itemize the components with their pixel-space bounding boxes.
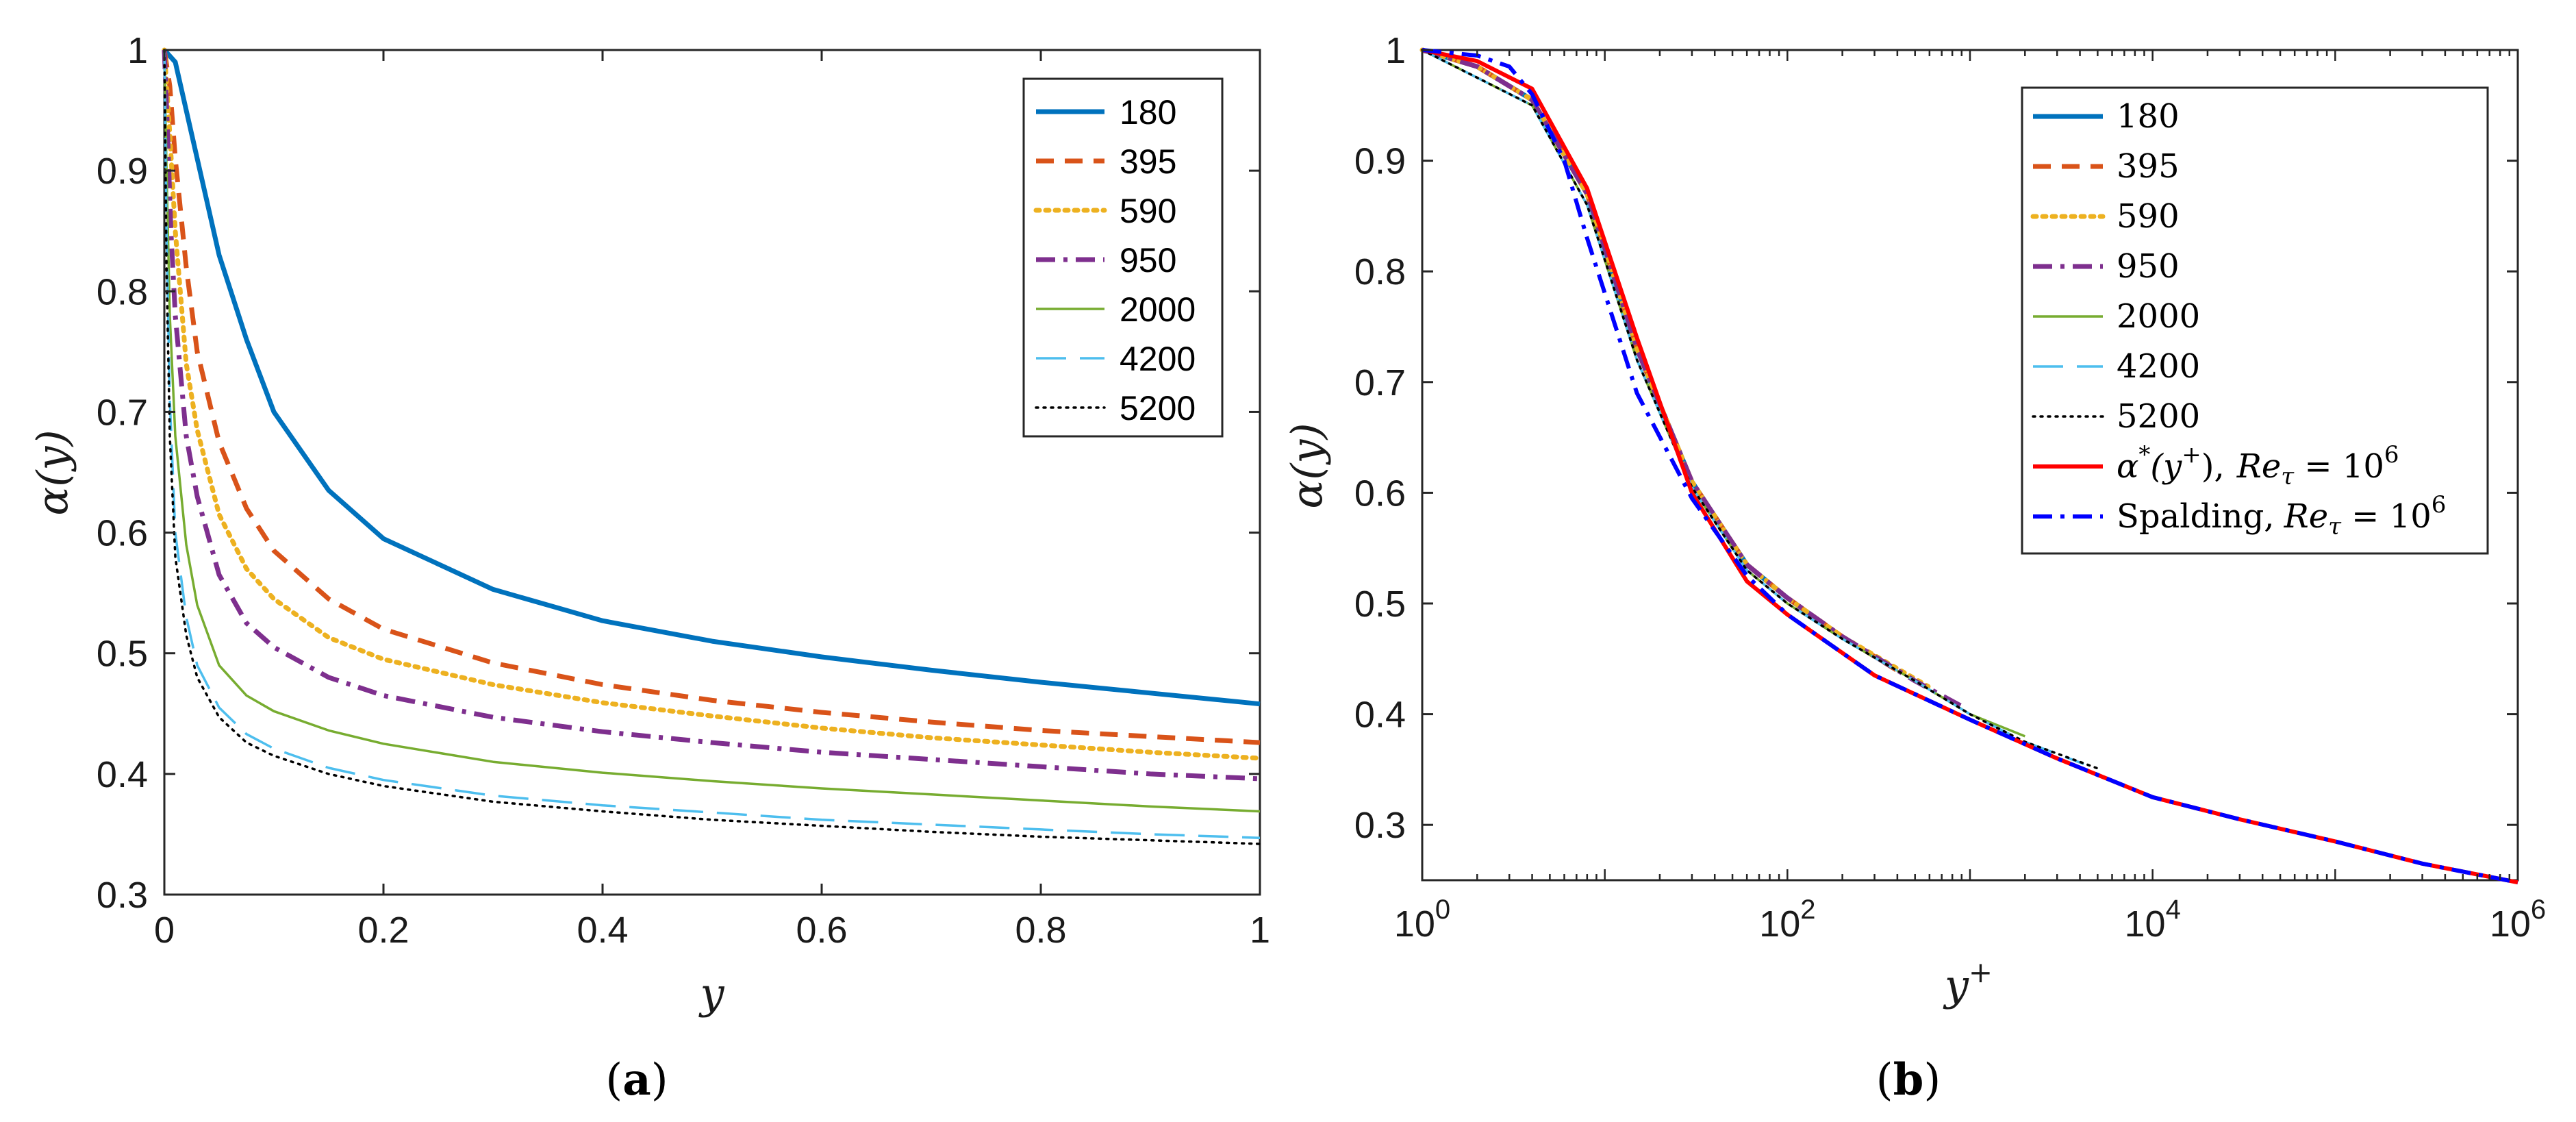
- legend-label-a: 950: [1120, 241, 1176, 279]
- series-line-a-180: [162, 48, 1261, 707]
- legend-label-b: α*(y+), Reτ = 106: [2117, 441, 2399, 490]
- chart-panel-a: 0 0.2 0.4 0.6 0.8 1 0.3 0.4 0.5 0.6 0.7 0.8 0.9 1 y α…: [27, 30, 1270, 1106]
- x-axis-label-b: y+: [1943, 956, 1993, 1010]
- y-tick-label-b: 0.4: [1354, 695, 1406, 736]
- series-line-a-950: [162, 49, 1261, 782]
- y-tick-label-a: 0.4: [97, 754, 148, 795]
- x-axis-label-a: y: [698, 969, 724, 1019]
- y-axis-label-a: α(y): [27, 429, 77, 515]
- series-line-a-2000: [163, 49, 1261, 813]
- legend-label-a: 4200: [1120, 340, 1196, 378]
- legend-box-a: [1022, 77, 1224, 438]
- x-tick-label-b: 106: [2490, 895, 2546, 945]
- y-tick-label-a: 0.8: [97, 271, 148, 312]
- legend-b: 180 395 590 950 2000 4200 5200 α*(y+), Reτ = 106…: [2021, 86, 2489, 555]
- x-tick-label-b: 102: [1759, 895, 1815, 945]
- series-line-b-3: [1421, 47, 1967, 711]
- legend-label-a: 590: [1120, 192, 1176, 230]
- y-tick-label-a: 0.6: [97, 513, 148, 554]
- legend-label-a: 5200: [1120, 389, 1196, 427]
- legend-label-b: 5200: [2117, 397, 2200, 436]
- x-tick-label-a: 0.2: [357, 910, 409, 951]
- legend-label-b: 2000: [2117, 297, 2200, 336]
- legend-label-a: 2000: [1120, 290, 1196, 329]
- x-tick-label-a: 0.6: [796, 910, 847, 951]
- y-tick-label-a: 1: [127, 30, 148, 71]
- x-tick-label-a: 0.8: [1015, 910, 1066, 951]
- x-tick-label-b: 100: [1394, 895, 1450, 945]
- legend-label-a: 395: [1120, 142, 1176, 181]
- y-tick-label-b: 0.7: [1354, 362, 1406, 403]
- series-line-b-6: [1421, 49, 2102, 771]
- legend-label-b: 590: [2117, 197, 2180, 236]
- caption-a: (a): [605, 1054, 668, 1106]
- legend-label-b: 4200: [2117, 347, 2200, 386]
- chart-panel-b: 100 102 104 106 0.3 0.4 0.5 0.6 0.7 0.8 0.9 1 y+ α(…: [1282, 30, 2546, 1106]
- series-line-b-8: [1422, 48, 2518, 885]
- series-line-a-5200: [163, 49, 1261, 845]
- series-line-a-590: [162, 47, 1263, 761]
- x-tick-label-b: 104: [2125, 895, 2181, 945]
- y-tick-label-a: 0.9: [97, 151, 148, 192]
- legend-a: 180 395 590 950 2000 4200 5200: [1022, 77, 1224, 438]
- y-tick-label-b: 0.8: [1354, 251, 1406, 292]
- caption-b: (b): [1876, 1054, 1941, 1106]
- y-tick-label-b: 0.6: [1354, 473, 1406, 514]
- x-tick-label-a: 1: [1250, 910, 1270, 951]
- x-tick-label-a: 0.4: [577, 910, 628, 951]
- y-tick-label-b: 1: [1385, 30, 1406, 71]
- legend-label-b: Spalding, Reτ = 106: [2117, 491, 2446, 540]
- legend-label-b: 395: [2117, 147, 2180, 186]
- x-tick-label-a: 0: [154, 910, 175, 951]
- y-tick-label-a: 0.5: [97, 634, 148, 675]
- legend-label-b: 180: [2117, 97, 2180, 136]
- y-axis-label-b: α(y): [1282, 423, 1332, 508]
- y-tick-label-a: 0.7: [97, 392, 148, 433]
- y-tick-label-b: 0.5: [1354, 584, 1406, 625]
- y-tick-label-a: 0.3: [97, 875, 148, 916]
- y-tick-label-b: 0.3: [1354, 805, 1406, 846]
- y-tick-label-b: 0.9: [1354, 141, 1406, 182]
- legend-label-a: 180: [1120, 93, 1176, 132]
- legend-label-b: 950: [2117, 247, 2180, 286]
